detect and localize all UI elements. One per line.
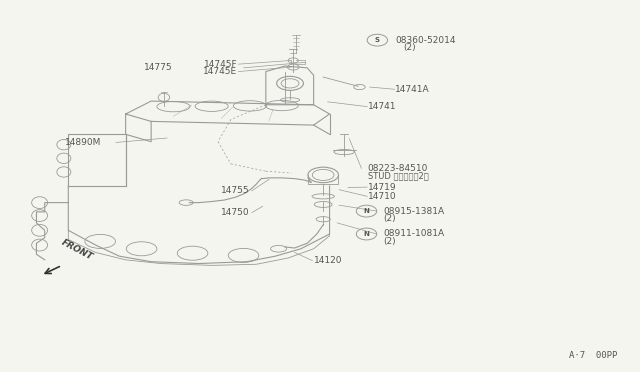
- Text: STUD スタッド（2）: STUD スタッド（2）: [368, 171, 429, 180]
- Text: 14745F: 14745F: [204, 60, 237, 69]
- Text: A·7  00PP: A·7 00PP: [568, 351, 617, 360]
- Text: 14775: 14775: [143, 63, 172, 72]
- Text: 14755: 14755: [221, 186, 250, 195]
- Text: 14741: 14741: [368, 102, 396, 111]
- Text: (2): (2): [403, 43, 415, 52]
- Text: 14750: 14750: [221, 208, 250, 217]
- Text: 14890M: 14890M: [65, 138, 102, 147]
- Text: 14719: 14719: [368, 183, 396, 192]
- Text: 08360-52014: 08360-52014: [395, 36, 456, 45]
- Text: 08223-84510: 08223-84510: [368, 164, 428, 173]
- Text: FRONT: FRONT: [60, 238, 95, 262]
- Text: 14745E: 14745E: [203, 67, 237, 76]
- Text: 14741A: 14741A: [395, 85, 430, 94]
- Text: (2): (2): [384, 237, 396, 246]
- Text: S: S: [375, 37, 380, 43]
- Text: (2): (2): [384, 214, 396, 223]
- Text: 14710: 14710: [368, 192, 396, 201]
- Text: 08911-1081A: 08911-1081A: [384, 230, 445, 238]
- Text: N: N: [364, 208, 369, 214]
- Text: 14120: 14120: [314, 256, 342, 265]
- Text: N: N: [364, 231, 369, 237]
- Text: 08915-1381A: 08915-1381A: [384, 206, 445, 216]
